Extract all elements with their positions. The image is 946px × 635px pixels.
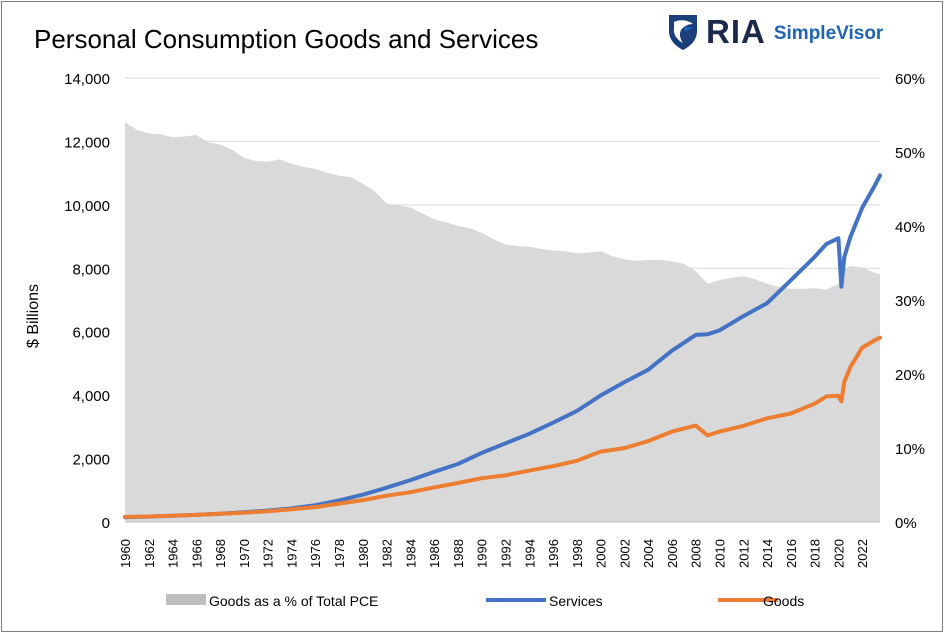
- x-tick-label: 1982: [380, 539, 395, 568]
- x-tick-label: 2006: [665, 539, 680, 568]
- x-tick-label: 1972: [261, 539, 276, 568]
- y2-tick-label: 50%: [895, 145, 925, 162]
- logo-brand-text: RIA: [706, 13, 766, 50]
- series-line-goods: [123, 335, 882, 519]
- x-tick-label: 2018: [808, 539, 823, 568]
- x-tick-label: 2000: [594, 539, 609, 568]
- legend-label: Goods: [763, 593, 804, 609]
- x-tick-label: 1976: [308, 539, 323, 568]
- x-tick-label: 1962: [142, 539, 157, 568]
- y-tick-label: 0: [102, 515, 110, 532]
- x-tick-label: 2004: [641, 539, 656, 568]
- chart-title: Personal Consumption Goods and Services: [34, 24, 539, 54]
- y-tick-label: 4,000: [72, 388, 110, 405]
- y2-tick-label: 60%: [895, 71, 925, 88]
- x-tick-label: 1988: [451, 539, 466, 568]
- y-tick-label: 2,000: [72, 452, 110, 469]
- x-tick-label: 1984: [403, 539, 418, 568]
- x-tick-label: 2016: [784, 539, 799, 568]
- y-tick-label: 12,000: [64, 134, 110, 151]
- y-tick-label: 8,000: [72, 261, 110, 278]
- x-tick-label: 1978: [332, 539, 347, 568]
- y2-tick-label: 20%: [895, 367, 925, 384]
- x-tick-label: 2020: [831, 539, 846, 568]
- y-tick-label: 6,000: [72, 325, 110, 342]
- ria-simplevisor-logo: RIA SimpleVisor: [666, 12, 883, 52]
- x-tick-label: 1992: [498, 539, 513, 568]
- x-tick-label: 1994: [522, 539, 537, 568]
- x-tick-label: 2012: [736, 539, 751, 568]
- x-tick-label: 1960: [118, 539, 133, 568]
- logo-product-text: SimpleVisor: [773, 23, 884, 44]
- x-tick-label: 1998: [570, 539, 585, 568]
- series-area-goods-share: [125, 122, 880, 523]
- x-tick-label: 2014: [760, 539, 775, 568]
- y2-tick-label: 0%: [895, 515, 917, 532]
- legend-label: Services: [549, 593, 603, 609]
- x-tick-label: 1974: [284, 539, 299, 568]
- x-tick-label: 2002: [617, 539, 632, 568]
- legend-label: Goods as a % of Total PCE: [209, 593, 378, 609]
- y2-tick-label: 40%: [895, 219, 925, 236]
- x-tick-label: 2022: [855, 539, 870, 568]
- x-tick-label: 1980: [356, 539, 371, 568]
- x-tick-label: 1990: [475, 539, 490, 568]
- y-axis-title: $ Billions: [25, 284, 42, 348]
- x-tick-label: 1986: [427, 539, 442, 568]
- x-tick-label: 1970: [237, 539, 252, 568]
- y-tick-label: 10,000: [64, 198, 110, 215]
- y2-tick-label: 30%: [895, 293, 925, 310]
- y-tick-label: 14,000: [64, 71, 110, 88]
- y2-tick-label: 10%: [895, 441, 925, 458]
- eagle-shield-icon: [669, 15, 697, 50]
- x-tick-label: 1996: [546, 539, 561, 568]
- x-tick-label: 2008: [689, 539, 704, 568]
- x-tick-label: 1968: [213, 539, 228, 568]
- x-tick-label: 1966: [189, 539, 204, 568]
- legend-swatch-area: [166, 594, 206, 605]
- x-tick-label: 2010: [712, 539, 727, 568]
- x-tick-label: 1964: [166, 539, 181, 568]
